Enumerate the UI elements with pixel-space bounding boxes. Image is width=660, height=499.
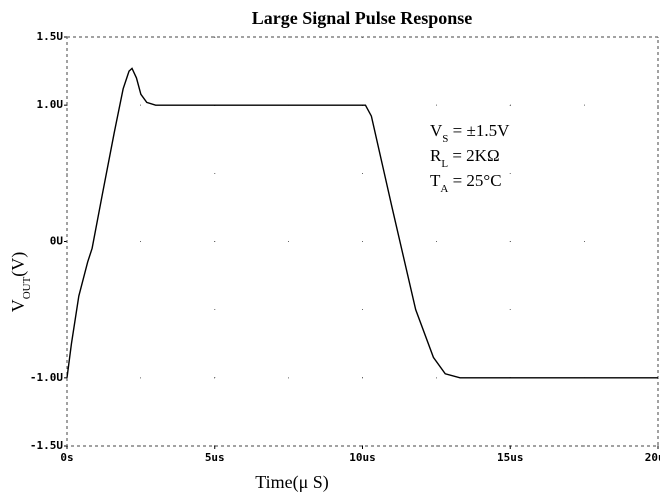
x-axis-label: Time(μ S) (255, 472, 329, 493)
chart-title: Large Signal Pulse Response (252, 8, 473, 28)
annotation-symbol: T (430, 171, 441, 190)
y-label-unit: (V) (8, 252, 29, 277)
annotation: RL = 2KΩ (430, 146, 500, 170)
y-tick-label: -1.0U (30, 371, 63, 384)
y-tick-label: 1.0U (37, 98, 64, 111)
y-axis-label: VOUT(V) (8, 252, 33, 313)
y-tick-label: -1.5U (30, 439, 63, 452)
y-tick-label: 1.5U (37, 30, 64, 43)
annotation-text: = ±1.5V (448, 121, 510, 140)
annotation-symbol: R (430, 146, 442, 165)
annotation: TA = 25°C (430, 171, 502, 195)
x-tick-label: 10us (349, 451, 376, 464)
x-tick-label: 15us (497, 451, 524, 464)
x-tick-label: 0s (60, 451, 73, 464)
annotation-subscript: S (442, 133, 448, 145)
x-tick-label: 5us (205, 451, 225, 464)
line-series (66, 67, 658, 379)
annotation-text: = 2KΩ (448, 146, 500, 165)
annotation-symbol: V (430, 121, 443, 140)
annotation-subscript: A (440, 183, 448, 195)
y-label-subscript: OUT (21, 276, 33, 299)
x-tick-label: 20us (645, 451, 660, 464)
y-tick-label: 0U (50, 235, 64, 248)
annotation: VS = ±1.5V (430, 121, 510, 145)
y-label-symbol: V (8, 299, 28, 312)
annotation-subscript: L (441, 158, 448, 170)
annotation-text: = 25°C (448, 171, 501, 190)
